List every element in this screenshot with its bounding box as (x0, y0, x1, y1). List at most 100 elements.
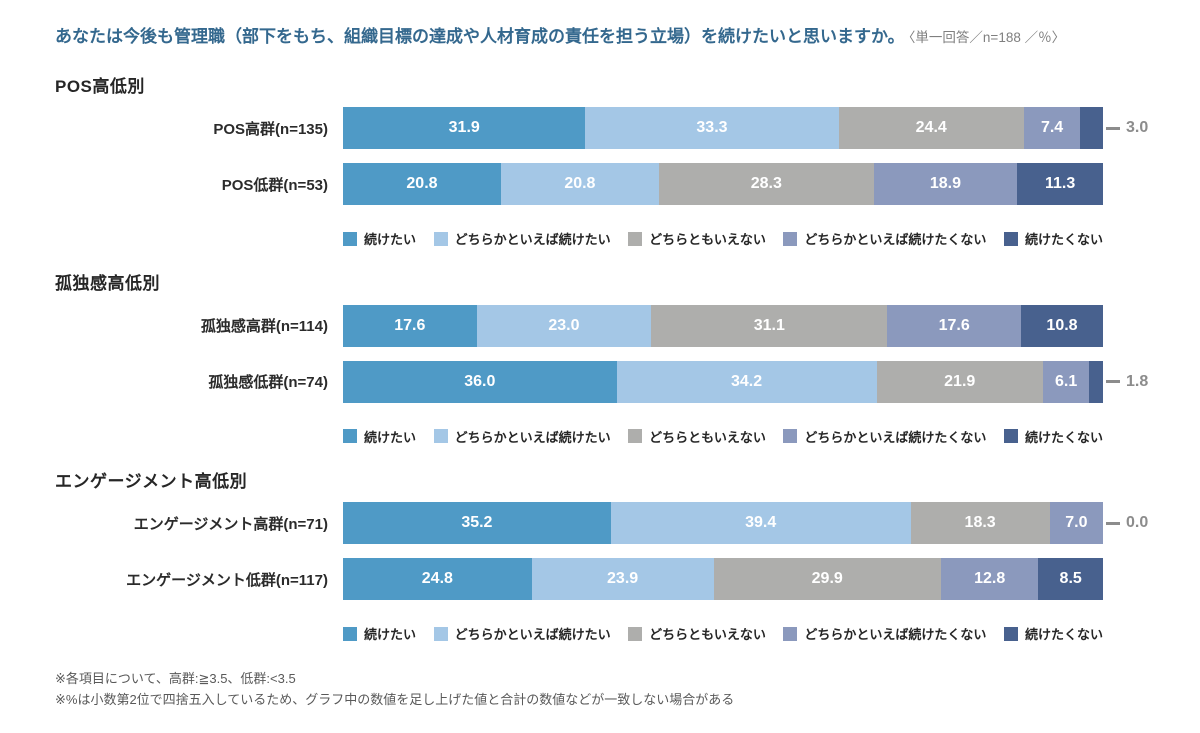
bar-segment: 21.9 (876, 360, 1043, 403)
legend-swatch (1003, 231, 1018, 246)
row-label: エンゲージメント高群(n=71) (133, 515, 328, 533)
bar-row: 孤独感低群(n=74) 36.0 34.2 21.9 6.1 1.8 (55, 360, 1180, 403)
outside-value-callout: 0.0 (1106, 514, 1148, 532)
bar-segment: 12.8 (940, 558, 1039, 601)
bar-value-label: 17.6 (938, 316, 970, 334)
legend-item: 続けたい (343, 427, 416, 446)
bar-segment: 23.9 (531, 558, 714, 601)
bar-segment: 8.5 (1038, 558, 1104, 601)
legend-item: どちらかといえば続けたくない (783, 624, 986, 643)
bar-value-label: 10.8 (1046, 316, 1078, 334)
legend-label: どちらともいえない (649, 429, 766, 445)
legend-item: 続けたい (343, 624, 416, 643)
legend-label: 続けたくない (1024, 627, 1103, 643)
bar-value-label: 35.2 (461, 514, 493, 532)
legend-item: 続けたくない (1003, 427, 1103, 446)
stacked-bar: 24.8 23.9 29.9 12.8 8.5 (343, 558, 1104, 601)
legend-label: 続けたくない (1024, 429, 1103, 445)
row-label: POS低群(n=53) (221, 176, 328, 194)
bar-segment: 7.4 (1023, 107, 1081, 150)
row-label: エンゲージメント低群(n=117) (126, 571, 328, 589)
bar-segment: 31.9 (343, 107, 586, 150)
legend-label: どちらかといえば続けたくない (804, 429, 987, 445)
response-note: 〈単一回答／n=188 ／％〉 (908, 30, 1066, 45)
bar-segment: 39.4 (610, 502, 911, 545)
bar-value-label: 18.9 (929, 175, 962, 193)
bar-value-label: 23.9 (607, 570, 639, 588)
bar-value-label: 17.6 (394, 316, 426, 334)
bar-value-label: 8.5 (1059, 570, 1082, 588)
legend-item: どちらともいえない (628, 624, 766, 643)
legend-label: どちらかといえば続けたい (454, 429, 611, 445)
bar-value-label: 24.8 (421, 570, 453, 588)
outside-value-label: 1.8 (1126, 372, 1149, 390)
row-label: POS高群(n=135) (213, 120, 328, 138)
bar-segment: 20.8 (500, 163, 659, 206)
legend-label: どちらともいえない (649, 232, 766, 248)
bar-segment (1080, 107, 1103, 150)
chart-sections-container: POS高低別 POS高群(n=135) 31.9 33.3 24.4 7.4 3.0 POS低… (55, 77, 1180, 643)
footnote-line: ※%は小数第2位で四捨五入しているため、グラフ中の数値を足し上げた値と合計の数値… (55, 691, 735, 707)
legend-item: 続けたい (343, 229, 416, 248)
bar-value-label: 23.0 (548, 316, 580, 334)
legend-item: 続けたくない (1003, 624, 1103, 643)
bar-value-label: 20.8 (564, 175, 596, 193)
bar-segment: 7.0 (1049, 502, 1103, 545)
bar-value-label: 18.3 (964, 514, 996, 532)
outside-value-callout: 1.8 (1106, 373, 1148, 391)
stacked-bar: 17.6 23.0 31.1 17.6 10.8 (343, 304, 1103, 347)
callout-leader-line (1106, 521, 1120, 525)
legend-item: どちらともいえない (628, 229, 766, 248)
section-heading: エンゲージメント高低別 (55, 471, 248, 491)
outside-value-callout: 3.0 (1106, 119, 1148, 137)
bar-value-label: 31.9 (448, 119, 480, 137)
bar-segment: 31.1 (651, 304, 888, 347)
bar-segment: 35.2 (343, 502, 611, 545)
legend-label: 続けたくない (1024, 232, 1103, 248)
legend-swatch (628, 626, 643, 641)
stacked-bar: 31.9 33.3 24.4 7.4 (343, 107, 1103, 150)
bar-value-label: 33.3 (696, 119, 728, 137)
footnote-line: ※各項目について、高群:≧3.5、低群:<3.5 (55, 671, 296, 687)
bar-value-label: 11.3 (1044, 175, 1076, 193)
section-heading: POS高低別 (55, 76, 145, 96)
title-line: あなたは今後も管理職（部下をもち、組織目標の達成や人材育成の責任を担う立場）を続… (55, 26, 1180, 49)
stacked-bar: 35.2 39.4 18.3 7.0 (343, 502, 1103, 545)
legend-label: どちらかといえば続けたくない (804, 627, 987, 643)
legend-label: 続けたい (364, 232, 417, 248)
legend-swatch (628, 231, 643, 246)
stacked-bar: 20.8 20.8 28.3 18.9 11.3 (343, 163, 1103, 206)
legend-item: どちらかといえば続けたい (433, 229, 611, 248)
bar-row: POS低群(n=53) 20.8 20.8 28.3 18.9 11.3 (55, 163, 1180, 206)
legend-item: どちらかといえば続けたい (433, 427, 611, 446)
bar-value-label: 28.3 (750, 175, 782, 193)
bar-value-label: 20.8 (406, 175, 438, 193)
bar-value-label: 34.2 (730, 372, 763, 390)
bar-segment: 34.2 (616, 360, 877, 403)
bar-row: 孤独感高群(n=114) 17.6 23.0 31.1 17.6 10.8 (55, 304, 1180, 347)
legend-swatch (433, 626, 448, 641)
legend-item: どちらかといえば続けたい (433, 624, 611, 643)
bar-segment: 28.3 (658, 163, 874, 206)
bar-segment: 24.4 (838, 107, 1024, 150)
chart-section: 孤独感高低別 孤独感高群(n=114) 17.6 23.0 31.1 17.6 10.8 孤独… (55, 274, 1180, 445)
bar-value-label: 31.1 (753, 316, 785, 334)
section-heading: 孤独感高低別 (55, 274, 160, 294)
legend-swatch (1003, 626, 1018, 641)
bar-segment: 36.0 (343, 360, 617, 403)
legend-swatch (628, 429, 643, 444)
legend: 続けたい どちらかといえば続けたい どちらともいえない どちらかといえば続けたくない 続… (343, 229, 1103, 248)
legend-swatch (433, 231, 448, 246)
legend-item: どちらかといえば続けたくない (783, 229, 986, 248)
bar-value-label: 36.0 (464, 372, 496, 390)
legend-label: 続けたい (364, 429, 417, 445)
chart-title: あなたは今後も管理職（部下をもち、組織目標の達成や人材育成の責任を担う立場）を続… (55, 27, 905, 46)
legend-swatch (343, 429, 357, 444)
legend-swatch (783, 429, 798, 444)
bar-row: POS高群(n=135) 31.9 33.3 24.4 7.4 3.0 (55, 107, 1180, 150)
bar-value-label: 7.0 (1065, 514, 1088, 532)
bar-segment: 24.8 (343, 558, 532, 601)
chart-section: エンゲージメント高低別エンゲージメント高群(n=71) 35.2 39.4 18.3 7… (55, 472, 1180, 643)
bar-segment: 10.8 (1021, 304, 1103, 347)
